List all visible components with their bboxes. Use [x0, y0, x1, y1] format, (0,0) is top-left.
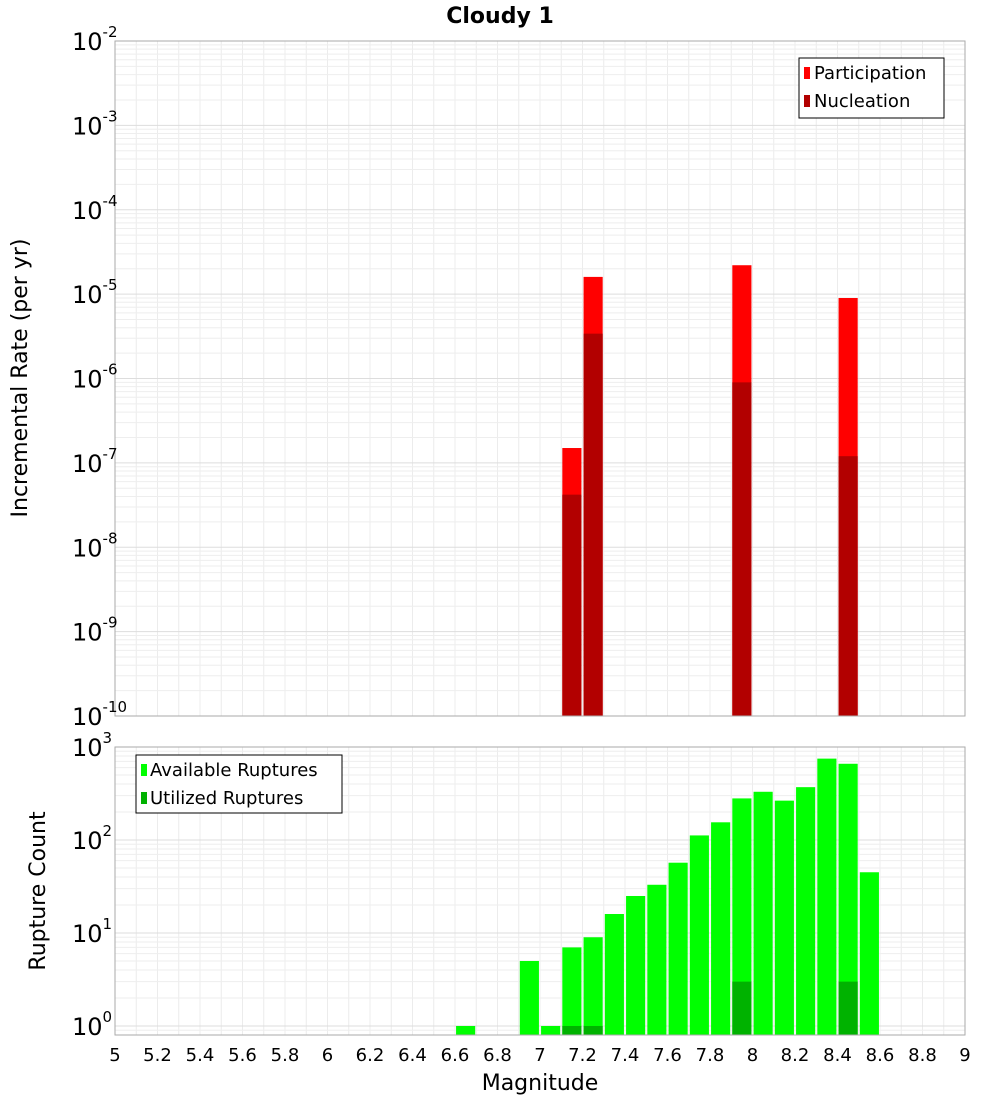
x-tick-label: 6.6	[441, 1045, 470, 1066]
x-tick-label: 7.6	[653, 1045, 682, 1066]
rate-bars	[562, 265, 858, 716]
x-tick-label: 7.8	[696, 1045, 725, 1066]
count-bar-available-ruptures	[711, 822, 731, 1035]
x-tick-label: 7.2	[568, 1045, 597, 1066]
rate-y-tick-label: 10-6	[72, 361, 118, 394]
rate-legend: Participation Nucleation	[798, 57, 945, 119]
x-tick-label: 9	[959, 1045, 970, 1066]
x-tick-label: 6.8	[483, 1045, 512, 1066]
x-tick-label: 6	[322, 1045, 333, 1066]
count-bar-available-ruptures	[647, 884, 667, 1035]
count-bar-available-ruptures	[583, 937, 603, 1035]
count-bar-utilized-ruptures	[838, 981, 858, 1035]
legend-available-swatch	[141, 764, 147, 776]
x-tick-label: 8.2	[781, 1045, 810, 1066]
count-y-ticks: 100 101 102 103	[72, 729, 112, 1041]
count-bar-available-ruptures	[859, 872, 879, 1035]
rate-y-ticks: 10-10 10-9 10-8 10-7 10-6 10-5 10-4 10-3 10-2	[72, 23, 127, 731]
x-tick-label: 5	[109, 1045, 120, 1066]
count-bar-available-ruptures	[519, 960, 539, 1035]
count-bar-utilized-ruptures	[583, 1025, 603, 1035]
rate-panel: 10-10 10-9 10-8 10-7 10-6 10-5 10-4 10-3 10-2 In…	[8, 23, 966, 731]
x-axis-label: Magnitude	[482, 1071, 599, 1096]
count-y-tick-label: 102	[72, 822, 112, 855]
count-bar-available-ruptures	[604, 914, 624, 1035]
count-legend-box	[135, 754, 343, 814]
x-tick-label: 6.4	[398, 1045, 427, 1066]
legend-nucleation-label: Nucleation	[814, 91, 910, 112]
chart-title: Cloudy 1	[446, 4, 554, 29]
count-panel: 100 101 102 103 5 5.2 5.4 5.6 5.8 6 6.2 6.4 6.6 6.8 7…	[26, 729, 971, 1096]
rate-plot-border	[114, 40, 966, 717]
legend-available-label: Available Ruptures	[150, 760, 318, 781]
count-y-tick-label: 101	[72, 915, 112, 948]
count-bar-available-ruptures	[774, 800, 794, 1035]
rate-y-axis-label: Incremental Rate (per yr)	[8, 239, 33, 518]
count-legend: Available Ruptures Utilized Ruptures	[135, 754, 343, 814]
x-tick-label: 8	[747, 1045, 758, 1066]
rate-y-tick-label: 10-10	[72, 698, 127, 731]
rate-grid	[115, 41, 965, 716]
rate-legend-box	[798, 57, 945, 119]
rate-bar-nucleation	[732, 382, 752, 716]
count-bar-available-ruptures	[456, 1025, 476, 1035]
rate-y-tick-label: 10-7	[72, 445, 118, 478]
count-bars	[456, 758, 879, 1035]
rate-y-tick-label: 10-5	[72, 276, 118, 309]
magnitude-x-ticks: 5 5.2 5.4 5.6 5.8 6 6.2 6.4 6.6 6.8 7 7.2 7.4 7.6 7.8 8…	[109, 1045, 970, 1066]
count-bar-available-ruptures	[838, 763, 858, 1035]
legend-utilized-swatch	[141, 792, 147, 804]
count-plot-border	[114, 746, 966, 1036]
count-bar-available-ruptures	[753, 791, 773, 1035]
count-y-tick-label: 100	[72, 1008, 112, 1041]
x-tick-label: 5.4	[186, 1045, 215, 1066]
rate-y-tick-label: 10-8	[72, 529, 118, 562]
count-bar-available-ruptures	[817, 758, 837, 1035]
x-tick-label: 7	[534, 1045, 545, 1066]
count-y-axis-label: Rupture Count	[26, 811, 51, 971]
x-tick-label: 5.6	[228, 1045, 257, 1066]
x-tick-label: 5.8	[271, 1045, 300, 1066]
count-bar-utilized-ruptures	[732, 981, 752, 1035]
rate-bar-nucleation	[838, 456, 858, 716]
count-y-tick-label: 103	[72, 729, 112, 762]
count-bar-available-ruptures	[796, 787, 816, 1035]
count-bar-available-ruptures	[689, 835, 709, 1035]
x-tick-label: 8.6	[866, 1045, 895, 1066]
count-bar-utilized-ruptures	[562, 1025, 582, 1035]
rate-bar-nucleation	[583, 333, 603, 716]
x-tick-label: 6.2	[356, 1045, 385, 1066]
x-tick-label: 5.2	[143, 1045, 172, 1066]
count-bar-available-ruptures	[562, 947, 582, 1035]
legend-utilized-label: Utilized Ruptures	[150, 788, 303, 809]
rate-bar-nucleation	[562, 494, 582, 716]
x-tick-label: 8.8	[908, 1045, 937, 1066]
count-bar-available-ruptures	[668, 862, 688, 1035]
x-tick-label: 8.4	[823, 1045, 852, 1066]
count-bar-available-ruptures	[541, 1025, 561, 1035]
count-bar-available-ruptures	[732, 798, 752, 1035]
legend-nucleation-swatch	[804, 95, 810, 107]
rate-y-tick-label: 10-4	[72, 192, 118, 225]
count-bar-available-ruptures	[626, 895, 646, 1035]
legend-participation-label: Participation	[814, 63, 926, 84]
rate-y-tick-label: 10-9	[72, 614, 118, 647]
rate-y-tick-label: 10-3	[72, 107, 118, 140]
legend-participation-swatch	[804, 67, 810, 79]
x-tick-label: 7.4	[611, 1045, 640, 1066]
rate-y-tick-label: 10-2	[72, 23, 118, 56]
